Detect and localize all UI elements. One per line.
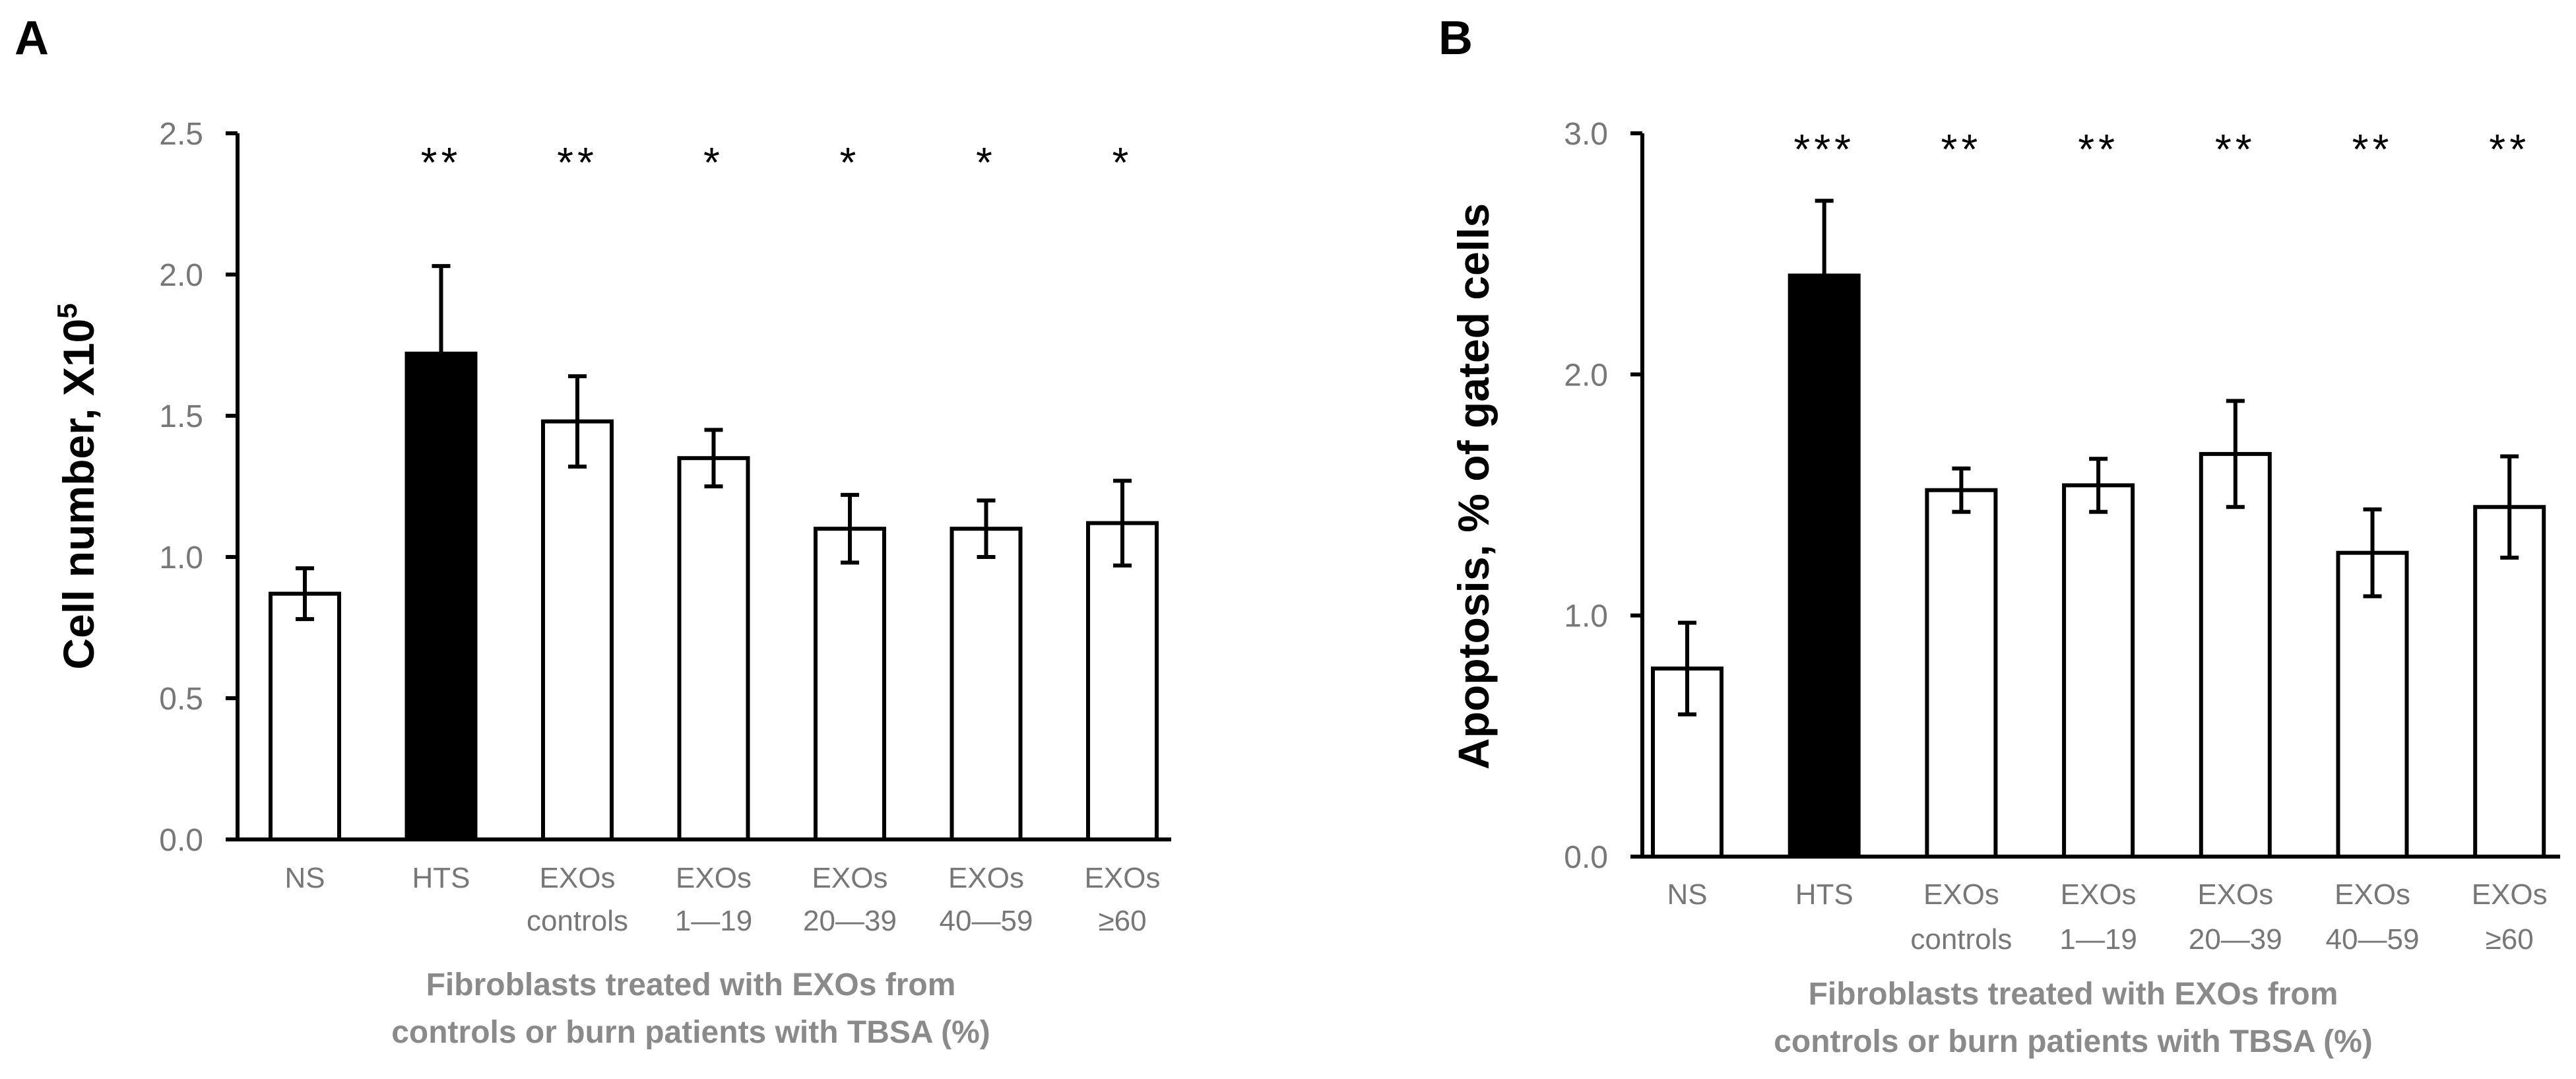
y-tick-label: 1.5 [159, 399, 203, 434]
significance-marker: ** [1941, 125, 1981, 173]
significance-marker: ** [421, 139, 462, 186]
y-tick-label: 0.0 [159, 823, 203, 858]
category-label: 20—39 [2189, 923, 2282, 956]
category-label: EXOs [2334, 878, 2410, 911]
significance-marker: * [1112, 139, 1133, 186]
significance-marker: ** [2489, 125, 2530, 173]
significance-marker: * [840, 139, 860, 186]
y-axis-label: Apoptosis, % of gated cells [1449, 203, 1498, 769]
category-label: controls [1910, 923, 2012, 956]
y-axis-label: Cell number, X105 [51, 303, 103, 669]
category-label: ≥60 [1098, 905, 1146, 937]
bar [543, 422, 612, 839]
category-label: HTS [412, 862, 470, 894]
x-axis-label: controls or burn patients with TBSA (%) [391, 1015, 990, 1050]
y-tick-label: 3.0 [1564, 117, 1608, 152]
category-label: EXOs [948, 862, 1024, 894]
significance-marker: ** [2078, 125, 2119, 173]
panel-a: A0.00.51.01.52.02.5NS**HTS**EXOscontrols… [15, 12, 1171, 1050]
y-tick-label: 0.0 [1564, 840, 1608, 875]
x-axis-label: controls or burn patients with TBSA (%) [1774, 1024, 2373, 1059]
y-tick-label: 1.0 [1564, 599, 1608, 634]
category-label: 20—39 [803, 905, 897, 937]
category-label: EXOs [1923, 878, 1999, 911]
bar [2201, 454, 2270, 857]
bar [2338, 553, 2407, 857]
bar [2064, 485, 2133, 857]
y-tick-label: 2.0 [1564, 358, 1608, 393]
significance-marker: ** [2215, 125, 2256, 173]
category-label: EXOs [2197, 878, 2273, 911]
category-label: 40—59 [2326, 923, 2420, 956]
category-label: 40—59 [940, 905, 1033, 937]
bar [816, 529, 884, 839]
category-label: 1—19 [2059, 923, 2137, 956]
x-axis-label: Fibroblasts treated with EXOs from [1809, 977, 2338, 1012]
category-label: 1—19 [675, 905, 752, 937]
category-label: EXOs [1085, 862, 1161, 894]
category-label: EXOs [2061, 878, 2137, 911]
category-label: EXOs [2472, 878, 2548, 911]
category-label: NS [1667, 878, 1707, 911]
category-label: EXOs [676, 862, 752, 894]
y-tick-label: 2.5 [159, 117, 203, 152]
category-label: HTS [1795, 878, 1853, 911]
category-label: NS [284, 862, 325, 894]
significance-marker: *** [1793, 125, 1855, 173]
y-axis-label-superscript: 5 [51, 303, 82, 318]
significance-marker: ** [557, 139, 598, 186]
category-label: EXOs [540, 862, 616, 894]
bar [680, 458, 748, 839]
category-label: controls [527, 905, 628, 937]
figure: A0.00.51.01.52.02.5NS**HTS**EXOscontrols… [0, 0, 2576, 1079]
bar [952, 529, 1021, 839]
bar [1927, 490, 1995, 857]
x-axis-label: Fibroblasts treated with EXOs from [426, 967, 956, 1002]
significance-marker: * [976, 139, 996, 186]
bar [1088, 523, 1157, 839]
y-tick-label: 0.5 [159, 682, 203, 717]
significance-marker: * [703, 139, 724, 186]
y-tick-label: 2.0 [159, 258, 203, 293]
panel-b: B 0.0 1.0 2.0 3.0 NS *** HTS ** EXOs controls ** EXO… [1438, 12, 2560, 1059]
bar [271, 594, 339, 839]
panel-letter: A [15, 12, 49, 65]
bar [1790, 276, 1859, 857]
category-label: EXOs [812, 862, 888, 894]
significance-marker: ** [2352, 125, 2393, 173]
category-label: ≥60 [2486, 923, 2534, 956]
panel-letter: B [1438, 12, 1473, 65]
y-tick-label: 1.0 [159, 540, 203, 575]
